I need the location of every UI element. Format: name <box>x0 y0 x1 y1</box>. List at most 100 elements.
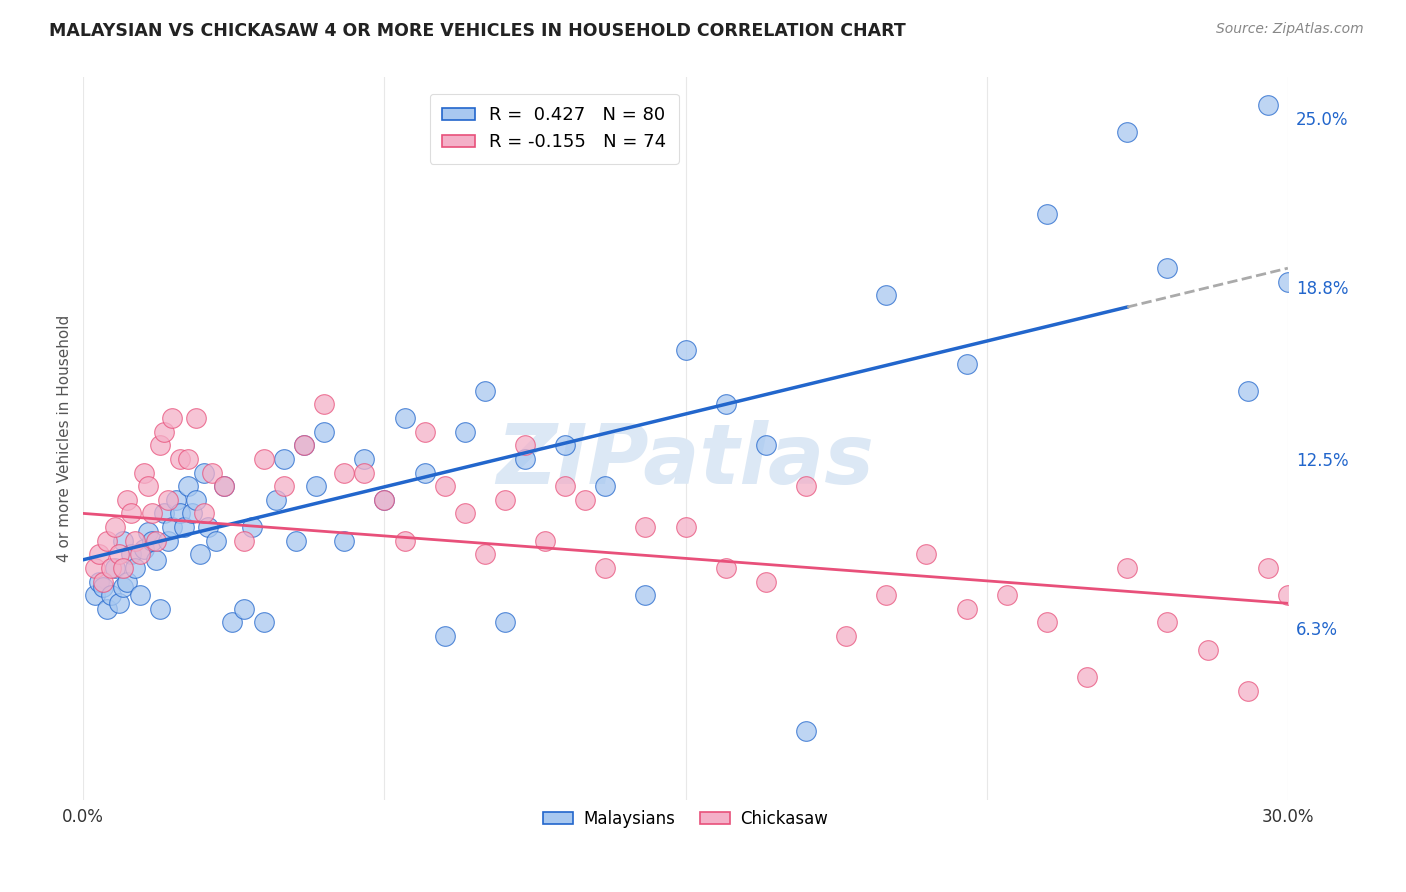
Point <box>156 533 179 548</box>
Point <box>534 533 557 548</box>
Point <box>121 547 143 561</box>
Point <box>373 492 395 507</box>
Point <box>232 601 254 615</box>
Point <box>132 466 155 480</box>
Point <box>413 466 436 480</box>
Point <box>513 451 536 466</box>
Point <box>212 479 235 493</box>
Point <box>176 451 198 466</box>
Point <box>184 411 207 425</box>
Point <box>112 561 135 575</box>
Point <box>184 492 207 507</box>
Point <box>634 520 657 534</box>
Point <box>201 466 224 480</box>
Point <box>794 479 817 493</box>
Point <box>513 438 536 452</box>
Point <box>835 629 858 643</box>
Point <box>1257 97 1279 112</box>
Point <box>353 451 375 466</box>
Point <box>675 520 697 534</box>
Point <box>454 425 477 439</box>
Point <box>1036 207 1059 221</box>
Point <box>1036 615 1059 630</box>
Point <box>474 547 496 561</box>
Point <box>314 397 336 411</box>
Point <box>1116 561 1139 575</box>
Point <box>128 547 150 561</box>
Point <box>152 425 174 439</box>
Point <box>593 479 616 493</box>
Point <box>1156 261 1178 276</box>
Point <box>108 547 131 561</box>
Point <box>93 574 115 589</box>
Point <box>84 588 107 602</box>
Point <box>121 507 143 521</box>
Point <box>108 596 131 610</box>
Point <box>221 615 243 630</box>
Point <box>89 574 111 589</box>
Point <box>794 724 817 739</box>
Text: ZIPatlas: ZIPatlas <box>496 419 875 500</box>
Point <box>96 533 118 548</box>
Point <box>136 525 159 540</box>
Point <box>112 533 135 548</box>
Point <box>285 533 308 548</box>
Point <box>148 438 170 452</box>
Point <box>433 629 456 643</box>
Point <box>165 492 187 507</box>
Point <box>197 520 219 534</box>
Point <box>188 547 211 561</box>
Point <box>117 492 139 507</box>
Point <box>193 507 215 521</box>
Point <box>1236 384 1258 398</box>
Point <box>273 451 295 466</box>
Point <box>96 601 118 615</box>
Point <box>305 479 328 493</box>
Point <box>494 615 516 630</box>
Point <box>292 438 315 452</box>
Point <box>394 411 416 425</box>
Point <box>675 343 697 357</box>
Point <box>180 507 202 521</box>
Point <box>232 533 254 548</box>
Point <box>112 580 135 594</box>
Point <box>148 601 170 615</box>
Text: MALAYSIAN VS CHICKASAW 4 OR MORE VEHICLES IN HOUSEHOLD CORRELATION CHART: MALAYSIAN VS CHICKASAW 4 OR MORE VEHICLE… <box>49 22 905 40</box>
Point <box>1296 670 1319 684</box>
Point <box>145 553 167 567</box>
Point <box>714 397 737 411</box>
Point <box>956 357 979 371</box>
Y-axis label: 4 or more Vehicles in Household: 4 or more Vehicles in Household <box>58 315 72 562</box>
Point <box>117 574 139 589</box>
Point <box>995 588 1018 602</box>
Point <box>373 492 395 507</box>
Point <box>433 479 456 493</box>
Point <box>240 520 263 534</box>
Point <box>494 492 516 507</box>
Point <box>292 438 315 452</box>
Point <box>173 520 195 534</box>
Point <box>141 507 163 521</box>
Point <box>152 507 174 521</box>
Point <box>1277 588 1299 602</box>
Point <box>160 411 183 425</box>
Point <box>1197 642 1219 657</box>
Point <box>554 438 576 452</box>
Point <box>1076 670 1098 684</box>
Point <box>353 466 375 480</box>
Point <box>141 533 163 548</box>
Point <box>193 466 215 480</box>
Point <box>253 451 276 466</box>
Point <box>554 479 576 493</box>
Point <box>394 533 416 548</box>
Point <box>875 288 897 302</box>
Point <box>1116 125 1139 139</box>
Point <box>1236 683 1258 698</box>
Point <box>253 615 276 630</box>
Point <box>169 507 191 521</box>
Point <box>124 561 146 575</box>
Point <box>314 425 336 439</box>
Point <box>333 533 356 548</box>
Point <box>132 541 155 556</box>
Point <box>956 601 979 615</box>
